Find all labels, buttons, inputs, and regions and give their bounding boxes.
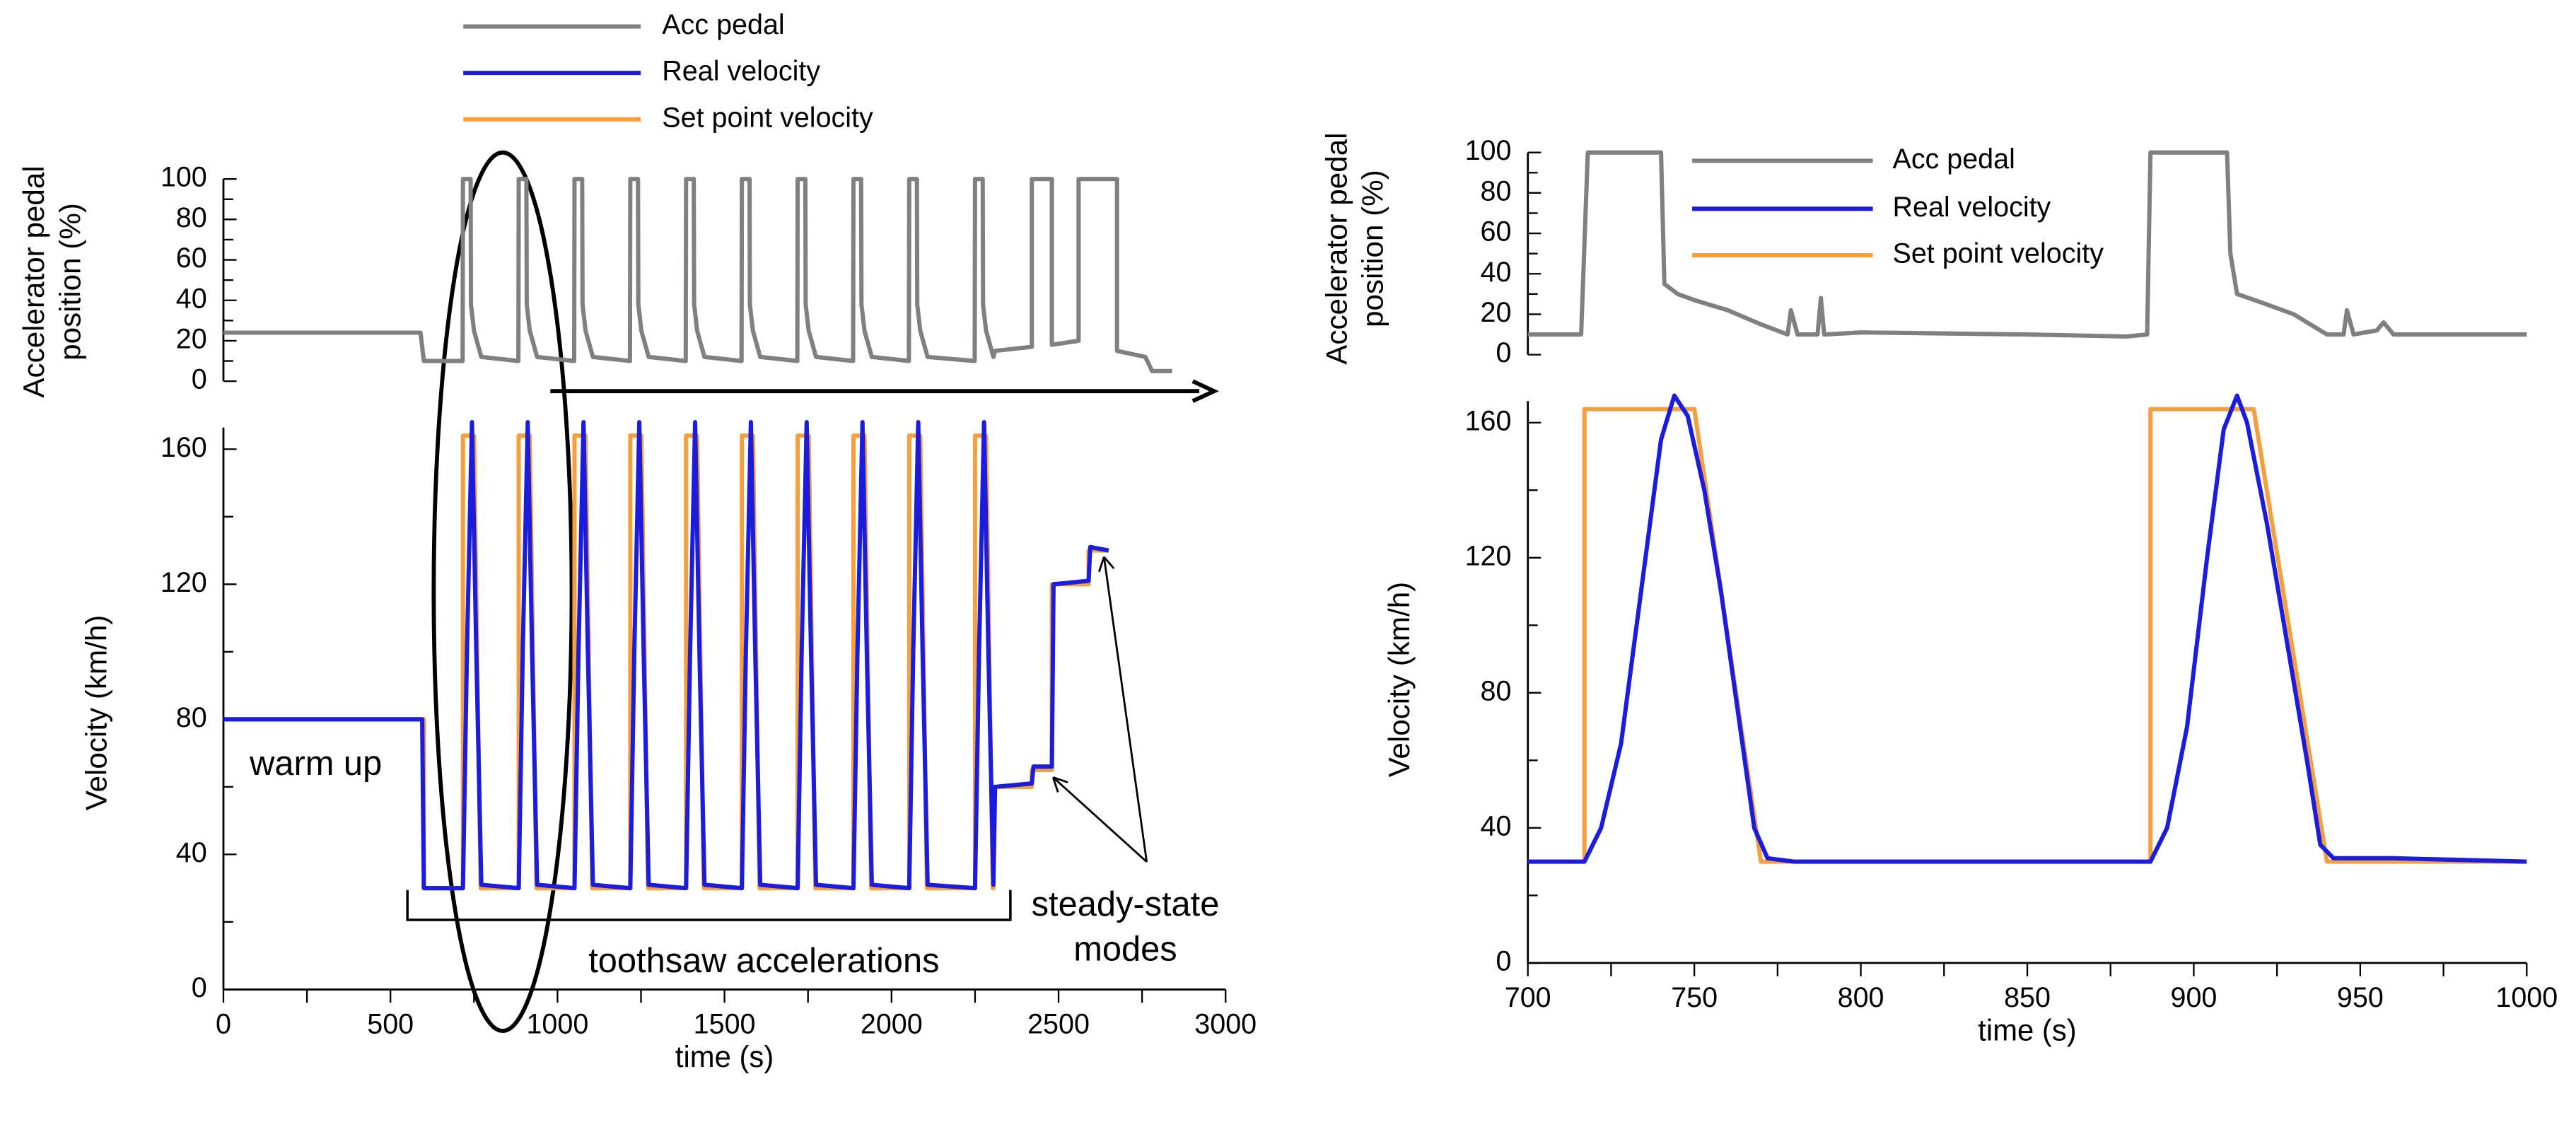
highlight-ellipse [431,150,574,1033]
y-tick-label: 100 [161,162,207,193]
y-tick-label: 40 [176,283,207,314]
y-tick-label: 0 [192,364,207,395]
y-axis-label: Accelerator pedal [1320,132,1353,364]
y-tick-label: 0 [1496,337,1512,368]
y-tick-label: 40 [1481,810,1512,841]
y-tick-label: 120 [161,567,207,598]
y-tick-label: 160 [161,432,207,463]
y-tick-label: 80 [176,202,207,233]
x-tick-label: 2500 [1027,1008,1090,1039]
x-tick-label: 950 [2337,982,2384,1013]
x-tick-label: 3000 [1194,1008,1257,1039]
y-axis-label: position (%) [53,203,86,361]
annotation: warm up [249,745,382,783]
series-line [1527,150,2527,339]
bracket [406,889,1012,921]
series-line [223,419,1109,891]
x-tick-label: 500 [367,1008,414,1039]
legend-label: Real velocity [662,56,820,87]
annotation: toothsaw accelerations [588,942,939,980]
y-tick-label: 0 [192,972,207,1003]
series-line [1527,393,2527,864]
y-tick-label: 60 [1481,216,1512,247]
x-axis-label: time (s) [1978,1013,2076,1046]
x-tick-label: 1000 [2495,982,2558,1013]
annotation: steady-state [1032,885,1220,923]
x-tick-label: 750 [1671,982,1718,1013]
y-tick-label: 40 [176,837,207,868]
y-tick-label: 20 [1481,297,1512,328]
y-tick-label: 0 [1496,945,1512,976]
y-tick-label: 60 [176,243,207,274]
y-axis-label: Velocity (km/h) [80,615,113,811]
time-arrow-head [1191,379,1219,403]
annotation: modes [1073,930,1177,968]
legend-label: Real velocity [1892,192,2051,223]
y-tick-label: 80 [176,702,207,733]
x-tick-label: 1500 [694,1008,756,1039]
x-tick-label: 800 [1838,982,1884,1013]
y-tick-label: 80 [1481,175,1512,206]
legend-label: Acc pedal [1892,144,2015,175]
x-tick-label: 700 [1505,982,1551,1013]
y-tick-label: 20 [176,323,207,354]
x-axis-label: time (s) [675,1040,774,1073]
y-tick-label: 80 [1481,675,1512,706]
y-tick-label: 160 [1465,405,1512,436]
annotation-arrows [1051,556,1148,863]
y-tick-label: 40 [1481,257,1512,288]
legend-label: Set point velocity [662,102,873,133]
series-line [223,177,1172,373]
legend-label: Set point velocity [1892,238,2104,269]
series-line [1527,407,2527,864]
x-tick-label: 2000 [861,1008,923,1039]
y-axis-label: position (%) [1356,170,1389,327]
y-tick-label: 120 [1465,540,1512,571]
x-tick-label: 850 [2004,982,2051,1013]
x-tick-label: 1000 [526,1008,588,1039]
x-tick-label: 0 [216,1008,231,1039]
y-axis-label: Velocity (km/h) [1382,582,1416,778]
y-axis-label: Accelerator pedal [17,165,50,397]
legend-label: Acc pedal [662,9,784,40]
x-tick-label: 900 [2170,982,2217,1013]
y-tick-label: 100 [1465,135,1512,166]
